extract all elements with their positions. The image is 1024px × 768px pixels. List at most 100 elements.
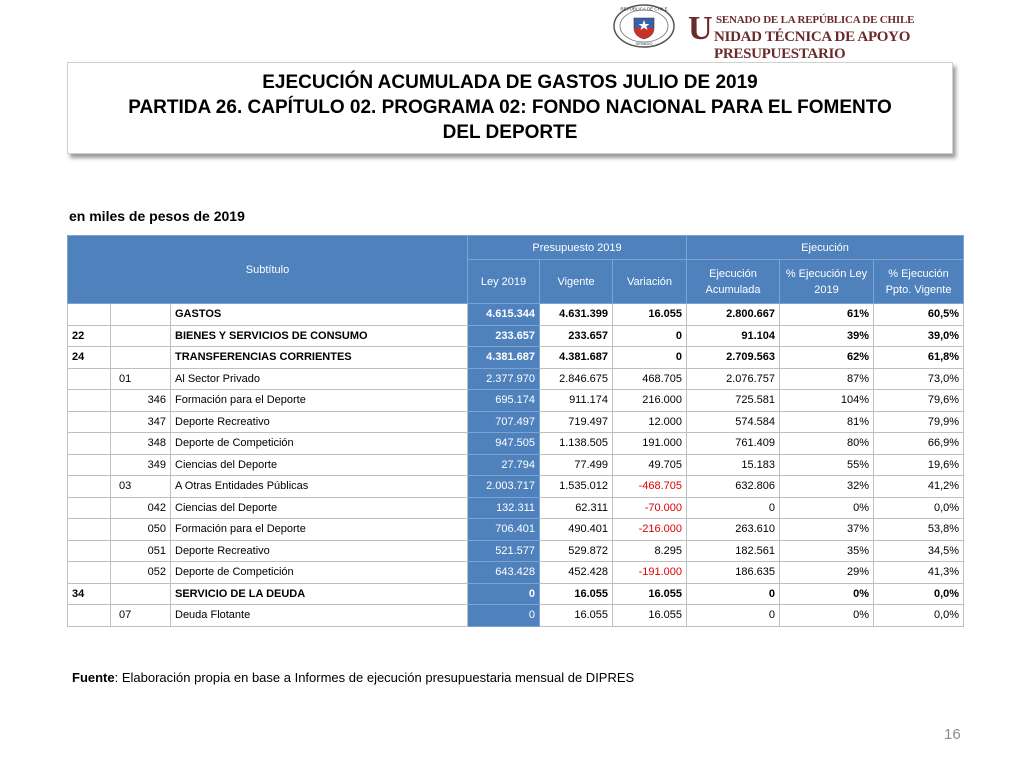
value-cell: -191.000 [612,561,688,584]
name-cell: SERVICIO DE LA DEUDA [169,582,469,605]
value-cell: 61,8% [873,346,965,369]
value-cell: 0% [779,582,875,605]
code-cell [67,303,111,326]
value-cell: 719.497 [539,410,614,433]
value-cell: 19,6% [873,453,965,476]
value-cell: 15.183 [686,453,781,476]
value-cell: 27.794 [467,453,541,476]
code-cell [67,496,111,519]
table-row: 050 Formación para el Deporte 706.401 490.4… [67,518,965,541]
value-cell: 66,9% [873,432,965,455]
name-cell: Ciencias del Deporte [169,496,469,519]
table-row: 07 Deuda Flotante 0 16.055 16.055 0 0% 0,0% [67,604,965,627]
source-note: Fuente: Elaboración propia en base a Inf… [72,670,634,685]
value-cell: 529.872 [539,539,614,562]
value-cell: 4.381.687 [539,346,614,369]
name-cell: Formación para el Deporte [169,518,469,541]
value-cell: 191.000 [612,432,688,455]
name-cell: Deporte de Competición [169,432,469,455]
table-row: 042 Ciencias del Deporte 132.311 62.311 -70.… [67,496,965,519]
value-cell: 16.055 [612,303,688,326]
code-cell: 01 [110,367,171,390]
seal-top-text: REPÚBLICA DE CHILE [620,6,667,12]
name-cell: TRANSFERENCIAS CORRIENTES [169,346,469,369]
value-cell: 216.000 [612,389,688,412]
value-cell: 53,8% [873,518,965,541]
value-cell: 725.581 [686,389,781,412]
value-cell: 29% [779,561,875,584]
code-cell [67,453,111,476]
code-cell [67,432,111,455]
subtitle: en miles de pesos de 2019 [69,208,245,224]
name-cell: Deuda Flotante [169,604,469,627]
value-cell: 81% [779,410,875,433]
value-cell: 79,6% [873,389,965,412]
value-cell: 2.076.757 [686,367,781,390]
value-cell: 62% [779,346,875,369]
title-line: EJECUCIÓN ACUMULADA DE GASTOS JULIO DE 2… [262,72,758,93]
table-body: GASTOS 4.615.344 4.631.399 16.055 2.800.667 6… [67,303,965,627]
value-cell: 911.174 [539,389,614,412]
value-cell: 643.428 [467,561,541,584]
value-cell: -216.000 [612,518,688,541]
value-cell: 1.535.012 [539,475,614,498]
value-cell: 452.428 [539,561,614,584]
value-cell: 87% [779,367,875,390]
value-cell: 490.401 [539,518,614,541]
table-row: 346 Formación para el Deporte 695.174 911.1… [67,389,965,412]
code-cell: 346 [110,389,171,412]
page-number: 16 [944,726,961,743]
value-cell: 1.138.505 [539,432,614,455]
value-cell: 8.295 [612,539,688,562]
value-cell: 574.584 [686,410,781,433]
value-cell: 79,9% [873,410,965,433]
budget-table: Subtítulo Presupuesto 2019 Ejecución Ley… [66,235,965,627]
code-cell: 042 [110,496,171,519]
code-cell [67,518,111,541]
table-row: 051 Deporte Recreativo 521.577 529.872 8.295… [67,539,965,562]
value-cell: 706.401 [467,518,541,541]
value-cell: 35% [779,539,875,562]
code-cell [110,346,171,369]
value-cell: 2.846.675 [539,367,614,390]
senate-seal: REPÚBLICA DE CHILE SENADO [613,4,675,48]
name-cell: GASTOS [169,303,469,326]
value-cell: 0 [686,496,781,519]
name-cell: Deporte de Competición [169,561,469,584]
code-cell [110,303,171,326]
code-cell [67,410,111,433]
value-cell: 41,3% [873,561,965,584]
value-cell: 16.055 [539,582,614,605]
value-cell: 4.381.687 [467,346,541,369]
value-cell: 132.311 [467,496,541,519]
unit-name: NIDAD TÉCNICA DE APOYO PRESUPUESTARIO [714,29,911,62]
title-line: PARTIDA 26. CAPÍTULO 02. PROGRAMA 02: FO… [128,97,892,143]
code-cell: 24 [67,346,111,369]
header-cell: Ley 2019 [467,259,541,304]
table-row: 34 SERVICIO DE LA DEUDA 0 16.055 16.055 0 0% 0,… [67,582,965,605]
value-cell: 233.657 [467,324,541,347]
value-cell: 707.497 [467,410,541,433]
name-cell: Ciencias del Deporte [169,453,469,476]
code-cell: 07 [110,604,171,627]
value-cell: 263.610 [686,518,781,541]
table-row: 347 Deporte Recreativo 707.497 719.497 12.00… [67,410,965,433]
value-cell: 91.104 [686,324,781,347]
code-cell [67,389,111,412]
header-cell: Vigente [539,259,614,304]
value-cell: 0 [467,582,541,605]
name-cell: Deporte Recreativo [169,410,469,433]
header-cell: Presupuesto 2019 [467,235,688,260]
table-row: 052 Deporte de Competición 643.428 452.428-… [67,561,965,584]
value-cell: 39,0% [873,324,965,347]
value-cell: -468.705 [612,475,688,498]
value-cell: 37% [779,518,875,541]
value-cell: 0% [779,604,875,627]
code-cell [67,604,111,627]
code-cell: 22 [67,324,111,347]
code-cell: 34 [67,582,111,605]
value-cell: 695.174 [467,389,541,412]
value-cell: 80% [779,432,875,455]
value-cell: 4.615.344 [467,303,541,326]
name-cell: Al Sector Privado [169,367,469,390]
